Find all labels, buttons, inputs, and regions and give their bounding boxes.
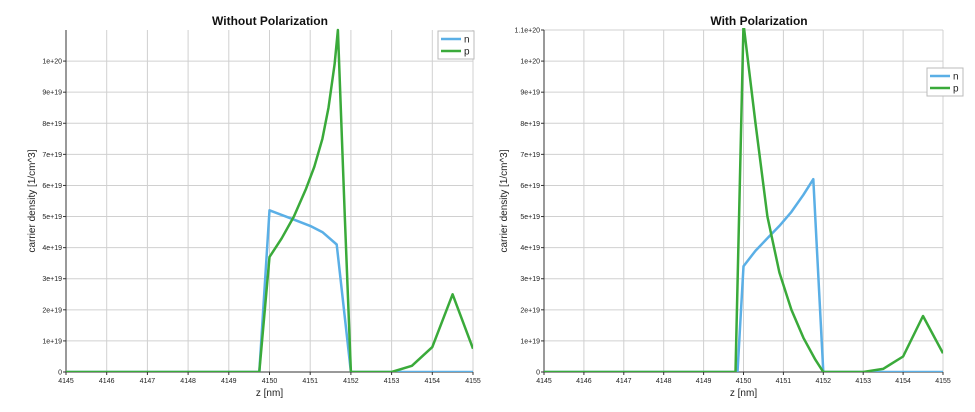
- y-tick-label: 4e+19: [42, 245, 62, 252]
- x-tick-label: 4153: [384, 378, 400, 385]
- series-line-n: [66, 209, 473, 372]
- y-tick-label: 0: [536, 370, 540, 377]
- y-tick-label: 5e+19: [520, 214, 540, 221]
- chart-title: With Polarization: [710, 14, 807, 28]
- x-tick-label: 4145: [536, 378, 552, 385]
- x-tick-label: 4153: [855, 378, 871, 385]
- y-tick-label: 3e+19: [42, 276, 62, 283]
- x-tick-label: 4152: [816, 378, 832, 385]
- legend: np: [437, 30, 475, 60]
- chart-without-polarization: 4145 4146 4147 4148 4149 4150 4151 4152 4153 4154…: [0, 0, 487, 412]
- series-line-p: [66, 28, 473, 372]
- chart-svg-without-polarization: 4145 4146 4147 4148 4149 4150 4151 4152 4153 4154…: [27, 14, 481, 399]
- chart-svg-with-polarization: 4145 4146 4147 4148 4149 4150 4151 4152 4153 4154…: [499, 14, 964, 399]
- y-tick-label: 1.1e+20: [515, 28, 541, 35]
- y-axis-label: carrier density [1/cm^3]: [27, 149, 38, 252]
- y-tick-label: 9e+19: [520, 90, 540, 97]
- y-tick-label: 6e+19: [42, 183, 62, 190]
- series-line-n: [544, 177, 943, 372]
- series-line-p: [544, 28, 943, 372]
- x-tick-label: 4145: [58, 378, 74, 385]
- y-tick-label: 0: [58, 370, 62, 377]
- x-tick-label: 4148: [656, 378, 672, 385]
- y-axis-label: carrier density [1/cm^3]: [499, 149, 510, 252]
- legend-label-p: p: [953, 84, 959, 95]
- y-tick-label: 7e+19: [42, 152, 62, 159]
- y-tick-label: 4e+19: [520, 245, 540, 252]
- x-tick-label: 4155: [935, 378, 951, 385]
- y-tick-label: 3e+19: [520, 276, 540, 283]
- x-tick-label: 4146: [99, 378, 115, 385]
- y-tick-label: 8e+19: [520, 121, 540, 128]
- y-tick-label: 7e+19: [520, 152, 540, 159]
- y-tick-label: 1e+19: [520, 338, 540, 345]
- x-tick-label: 4152: [343, 378, 359, 385]
- y-tick-label: 9e+19: [42, 90, 62, 97]
- legend-label-p: p: [464, 47, 470, 58]
- x-tick-label: 4154: [425, 378, 441, 385]
- y-tick-label: 2e+19: [520, 307, 540, 314]
- x-tick-label: 4151: [776, 378, 792, 385]
- legend-box: [926, 67, 964, 97]
- x-tick-label: 4151: [302, 378, 318, 385]
- legend: np: [926, 67, 964, 97]
- x-tick-label: 4148: [180, 378, 196, 385]
- x-tick-label: 4149: [221, 378, 237, 385]
- x-tick-label: 4149: [696, 378, 712, 385]
- chart-with-polarization: 4145 4146 4147 4148 4149 4150 4151 4152 4153 4154…: [488, 0, 975, 412]
- y-tick-label: 1e+20: [520, 59, 540, 66]
- x-tick-label: 4150: [262, 378, 278, 385]
- y-tick-label: 8e+19: [42, 121, 62, 128]
- legend-box: [437, 30, 475, 60]
- x-tick-label: 4155: [465, 378, 481, 385]
- x-tick-label: 4147: [140, 378, 156, 385]
- x-axis-label: z [nm]: [256, 388, 283, 399]
- y-tick-label: 1e+20: [42, 59, 62, 66]
- x-tick-label: 4146: [576, 378, 592, 385]
- x-tick-label: 4154: [895, 378, 911, 385]
- x-tick-label: 4147: [616, 378, 632, 385]
- y-tick-label: 5e+19: [42, 214, 62, 221]
- legend-label-n: n: [953, 72, 959, 83]
- y-tick-label: 2e+19: [42, 307, 62, 314]
- x-axis-label: z [nm]: [730, 388, 757, 399]
- y-tick-label: 6e+19: [520, 183, 540, 190]
- x-tick-label: 4150: [736, 378, 752, 385]
- y-tick-label: 1e+19: [42, 338, 62, 345]
- chart-title: Without Polarization: [212, 14, 328, 28]
- legend-label-n: n: [464, 35, 470, 46]
